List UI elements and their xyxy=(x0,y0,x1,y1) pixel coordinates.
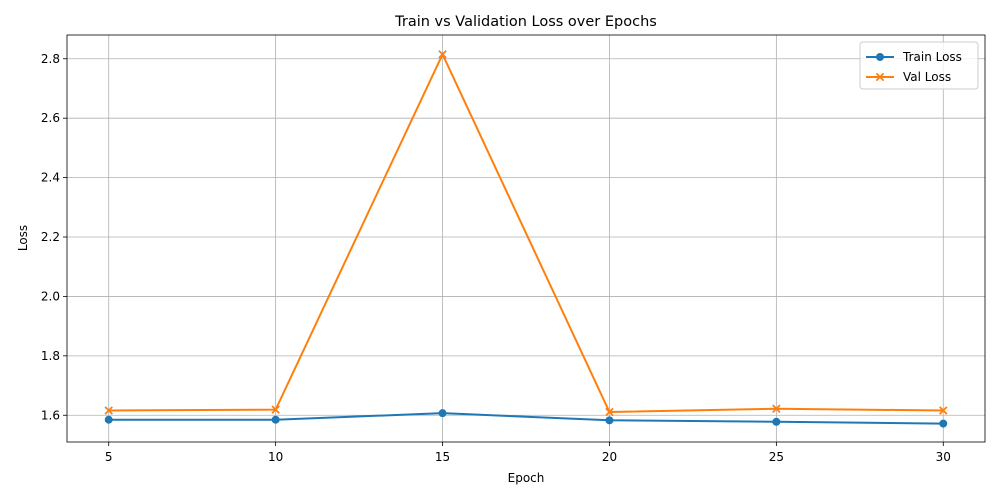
x-tick-label: 25 xyxy=(769,450,784,464)
y-tick-label: 1.6 xyxy=(41,408,60,422)
train-loss-point xyxy=(605,416,614,425)
val-loss-legend-label: Val Loss xyxy=(903,70,951,84)
x-tick-label: 15 xyxy=(435,450,450,464)
y-tick-label: 2.2 xyxy=(41,230,60,244)
plot-area-frame xyxy=(66,34,986,443)
val-loss-point xyxy=(104,406,113,415)
y-axis-ticks: 1.6 1.8 2.0 2.2 2.4 2.6 2.8 xyxy=(41,52,67,422)
train-loss-point xyxy=(104,415,113,424)
train-loss-point xyxy=(772,417,781,426)
y-tick-label: 2.4 xyxy=(41,171,60,185)
y-tick-label: 2.6 xyxy=(41,111,60,125)
x-tick-label: 5 xyxy=(105,450,113,464)
x-axis-label: Epoch xyxy=(508,471,545,485)
x-axis-ticks: 5 10 15 20 25 30 xyxy=(105,442,951,464)
legend-items: Train Loss Val Loss xyxy=(866,50,962,84)
train-loss-legend-marker xyxy=(876,53,884,61)
x-tick-label: 20 xyxy=(602,450,617,464)
y-tick-label: 1.8 xyxy=(41,349,60,363)
y-tick-label: 2.0 xyxy=(41,289,60,303)
y-axis-label: Loss xyxy=(16,225,30,251)
grid xyxy=(67,35,985,442)
train-loss-point xyxy=(438,409,447,418)
train-loss-line xyxy=(108,412,944,425)
legend: Train Loss Val Loss xyxy=(859,41,979,90)
train-loss-point xyxy=(271,415,280,424)
x-tick-label: 30 xyxy=(936,450,951,464)
val-loss-series xyxy=(104,50,948,417)
y-tick-label: 2.8 xyxy=(41,52,60,66)
x-tick-label: 10 xyxy=(268,450,283,464)
series-group xyxy=(104,50,948,428)
train-loss-legend-label: Train Loss xyxy=(902,50,962,64)
val-loss-point xyxy=(939,406,948,415)
val-loss-legend-marker xyxy=(875,72,885,82)
val-loss-point xyxy=(605,407,614,417)
val-loss-line xyxy=(108,53,944,413)
train-loss-series xyxy=(104,409,948,428)
val-loss-point xyxy=(271,405,280,414)
train-loss-point xyxy=(939,419,948,428)
val-loss-point xyxy=(438,50,447,59)
val-loss-point xyxy=(772,404,781,413)
chart-title: Train vs Validation Loss over Epochs xyxy=(394,14,657,30)
